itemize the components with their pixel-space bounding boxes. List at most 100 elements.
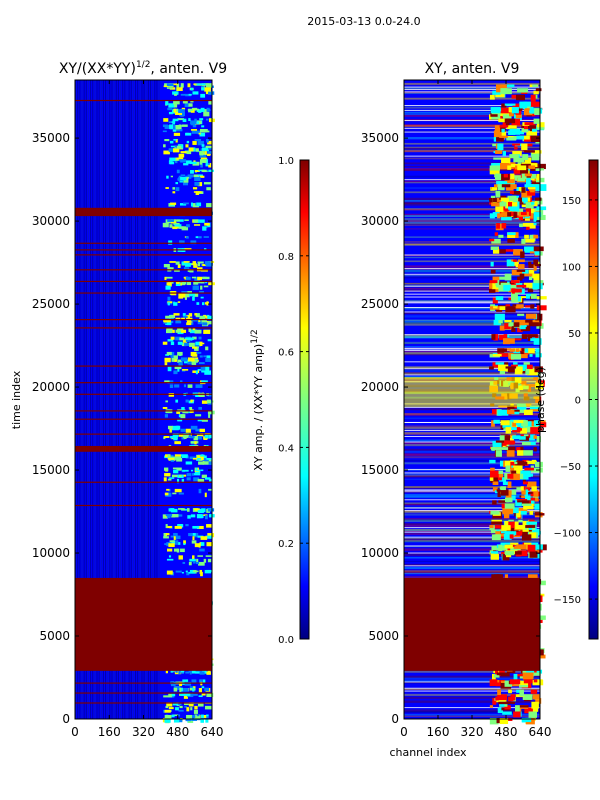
- amp-cell: [177, 263, 181, 269]
- amp-cell: [197, 702, 204, 707]
- phase-cell: [528, 276, 533, 281]
- amp-cell: [182, 679, 188, 682]
- phase-row: [404, 146, 540, 149]
- phase-cell: [492, 276, 500, 284]
- amp-low-column: [130, 80, 132, 719]
- amp-cell: [187, 269, 193, 272]
- phase-cell: [536, 380, 545, 385]
- amp-cell: [189, 686, 194, 690]
- amp-cell: [172, 148, 180, 153]
- phase-cell: [500, 107, 511, 114]
- phase-cell: [507, 177, 515, 184]
- phase-cell: [511, 280, 520, 284]
- amp-cell: [185, 93, 192, 97]
- phase-row: [404, 306, 540, 310]
- amp-cell: [185, 718, 192, 722]
- amp-flagged-line: [75, 692, 212, 694]
- phase-cell: [530, 94, 536, 102]
- phase-cell: [523, 503, 534, 510]
- amp-cell: [187, 384, 193, 388]
- phase-row: [404, 432, 540, 434]
- amp-cell: [193, 263, 198, 268]
- phase-cell: [500, 84, 506, 89]
- phase-row: [404, 308, 540, 311]
- phase-cell: [530, 668, 540, 675]
- phase-cell: [532, 175, 539, 182]
- phase-row: [404, 570, 540, 573]
- phase-cell: [490, 470, 499, 478]
- amp-cell: [192, 536, 195, 541]
- phase-gap-line: [404, 469, 540, 471]
- phase-gap-line: [404, 307, 540, 309]
- amp-cell: [179, 693, 187, 696]
- phase-cell: [489, 165, 500, 171]
- phase-row: [404, 529, 540, 532]
- phase-cell: [501, 212, 508, 217]
- amp-cell: [190, 87, 193, 91]
- phase-cell: [499, 249, 506, 254]
- amp-cell: [200, 296, 204, 299]
- phase-row: [404, 472, 540, 476]
- amp-cell: [168, 240, 173, 245]
- amp-low-column: [113, 80, 115, 719]
- amp-cell: [167, 380, 174, 384]
- phase-row: [404, 336, 540, 339]
- amp-cell: [207, 536, 212, 539]
- amp-cell: [174, 669, 182, 675]
- amp-cell: [200, 157, 208, 160]
- phase-gap-line: [404, 155, 540, 157]
- phase-cell: [509, 154, 519, 159]
- amp-cell: [169, 161, 175, 165]
- amp-cell: [163, 477, 167, 482]
- amp-cell: [166, 175, 169, 179]
- amp-cell: [185, 176, 190, 179]
- phase-cell: [508, 107, 515, 113]
- amp-cell: [181, 281, 186, 286]
- phase-cell: [509, 427, 517, 431]
- amp-cell: [174, 454, 182, 457]
- amp-low-column: [94, 80, 96, 719]
- amp-cell: [208, 163, 212, 168]
- amp-low-column: [79, 80, 81, 719]
- amp-cell: [208, 488, 212, 491]
- amp-title-sup: 1/2: [136, 60, 150, 70]
- amp-cell: [188, 118, 191, 121]
- phase-cell: [494, 125, 501, 132]
- phase-cell: [507, 366, 515, 373]
- phase-row: [404, 322, 540, 325]
- phase-colorbar-tick-label: 100: [562, 262, 581, 273]
- phase-cell: [499, 325, 505, 331]
- phase-panel: XY, anten. V9 0 160 320 480 640 0 5000 10000 15…: [361, 61, 552, 759]
- phase-cell: [517, 705, 529, 708]
- amp-cell: [190, 469, 194, 472]
- phase-row: [404, 243, 540, 245]
- amp-cell: [173, 370, 178, 375]
- phase-cell: [522, 477, 526, 484]
- phase-row: [404, 124, 540, 127]
- amp-cell: [190, 202, 194, 207]
- amp-cell: [199, 315, 205, 320]
- phase-cell: [503, 428, 507, 431]
- amp-cell: [201, 125, 205, 128]
- phase-gap-line: [404, 86, 540, 88]
- phase-row: [404, 486, 540, 488]
- phase-row: [404, 270, 540, 273]
- phase-cell: [491, 574, 500, 581]
- phase-cell: [521, 534, 532, 541]
- phase-cell: [530, 293, 537, 299]
- phase-row: [404, 112, 540, 115]
- amp-low-column: [102, 80, 105, 719]
- amp-cell: [202, 263, 209, 267]
- phase-cell: [529, 405, 541, 412]
- amp-flagged-line: [75, 481, 212, 483]
- amp-cell: [170, 314, 176, 319]
- amp-cell: [172, 540, 179, 545]
- phase-cell: [491, 238, 501, 244]
- amp-cell: [196, 351, 202, 354]
- amp-cell: [171, 357, 177, 362]
- amp-heatmap: [75, 80, 215, 724]
- amp-cell: [179, 337, 185, 341]
- phase-row: [404, 700, 540, 703]
- phase-cell: [531, 672, 541, 676]
- phase-cell: [536, 122, 545, 128]
